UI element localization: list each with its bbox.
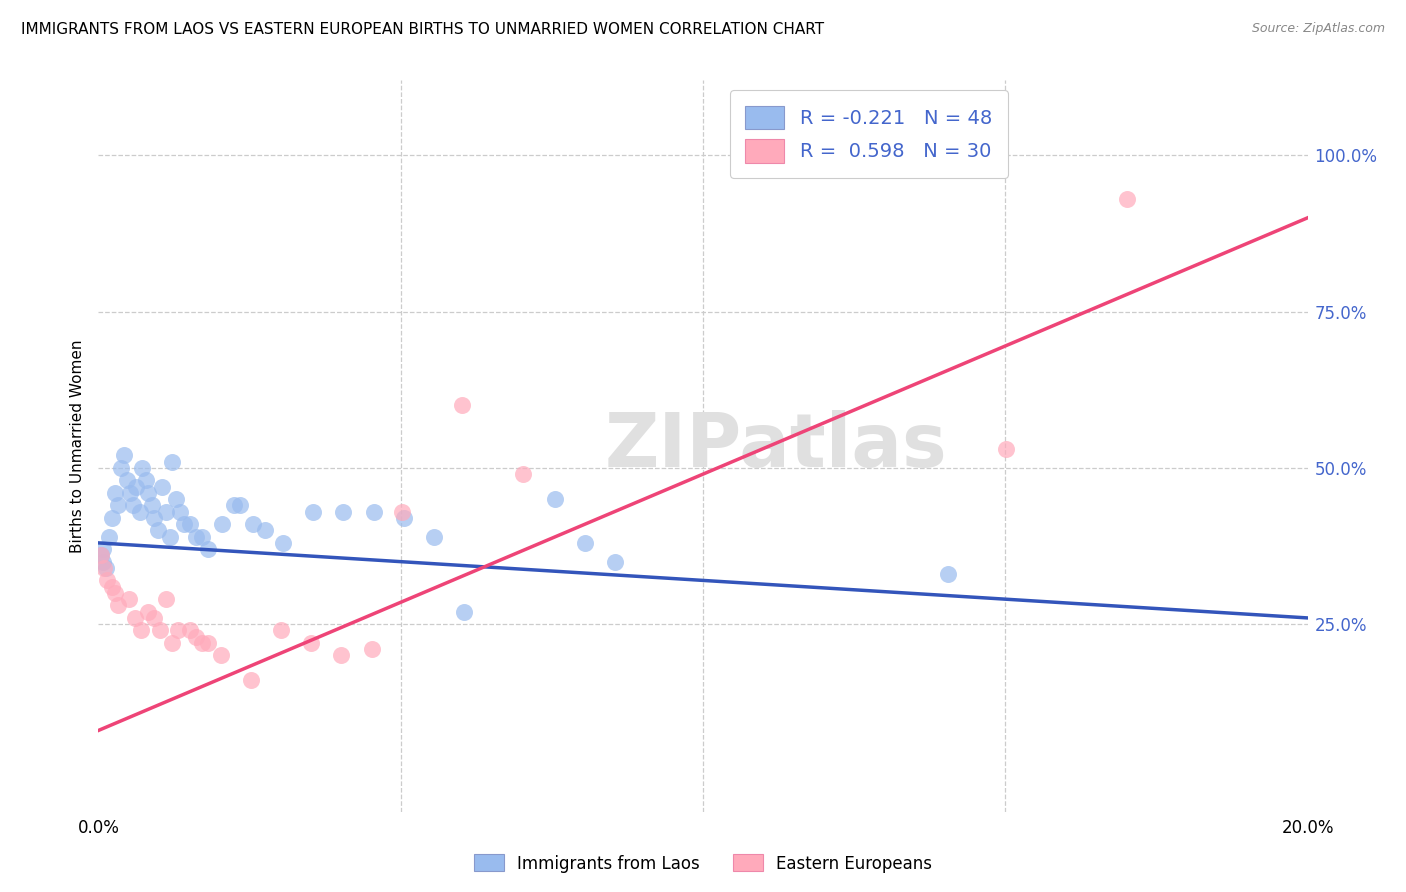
Point <box>91 555 114 569</box>
Point <box>360 642 382 657</box>
Point <box>179 624 201 638</box>
Point <box>239 673 262 688</box>
Point <box>93 561 115 575</box>
Point <box>131 461 153 475</box>
Point <box>1116 192 1139 206</box>
Point <box>146 524 169 538</box>
Point <box>143 611 166 625</box>
Point <box>191 530 214 544</box>
Point <box>110 461 132 475</box>
Point <box>544 492 567 507</box>
Point <box>392 511 415 525</box>
Point <box>91 542 114 557</box>
Point <box>100 580 122 594</box>
Point <box>107 499 129 513</box>
Point <box>330 648 353 663</box>
Point <box>995 442 1018 457</box>
Point <box>155 592 177 607</box>
Point <box>224 499 246 513</box>
Point <box>90 549 112 563</box>
Point <box>112 449 135 463</box>
Point <box>173 517 195 532</box>
Point <box>453 605 475 619</box>
Point <box>118 592 141 607</box>
Point <box>141 499 163 513</box>
Point <box>149 624 172 638</box>
Point <box>96 574 118 588</box>
Point <box>136 486 159 500</box>
Text: ZIPatlas: ZIPatlas <box>605 409 946 483</box>
Point <box>169 505 191 519</box>
Point <box>186 630 208 644</box>
Point <box>128 505 150 519</box>
Point <box>197 636 219 650</box>
Point <box>107 599 129 613</box>
Point <box>270 624 292 638</box>
Point <box>94 561 117 575</box>
Point <box>512 467 534 482</box>
Y-axis label: Births to Unmarried Women: Births to Unmarried Women <box>69 339 84 553</box>
Point <box>936 567 959 582</box>
Point <box>150 480 173 494</box>
Point <box>129 624 152 638</box>
Point <box>574 536 596 550</box>
Point <box>253 524 276 538</box>
Point <box>242 517 264 532</box>
Point <box>423 530 446 544</box>
Point <box>155 505 177 519</box>
Point <box>451 398 474 412</box>
Point <box>160 455 183 469</box>
Point <box>191 636 214 650</box>
Point <box>118 486 141 500</box>
Point <box>143 511 166 525</box>
Point <box>302 505 325 519</box>
Point <box>160 636 183 650</box>
Point <box>186 530 208 544</box>
Point <box>90 549 112 563</box>
Point <box>159 530 181 544</box>
Legend: R = -0.221   N = 48, R =  0.598   N = 30: R = -0.221 N = 48, R = 0.598 N = 30 <box>730 90 1008 178</box>
Point <box>209 648 232 663</box>
Point <box>165 492 187 507</box>
Point <box>122 499 145 513</box>
Point <box>211 517 233 532</box>
Point <box>125 480 148 494</box>
Point <box>332 505 354 519</box>
Point <box>100 511 122 525</box>
Point <box>271 536 294 550</box>
Point <box>391 505 413 519</box>
Point <box>98 530 121 544</box>
Point <box>229 499 252 513</box>
Point <box>179 517 201 532</box>
Point <box>136 605 159 619</box>
Text: Source: ZipAtlas.com: Source: ZipAtlas.com <box>1251 22 1385 36</box>
Point <box>104 486 127 500</box>
Text: IMMIGRANTS FROM LAOS VS EASTERN EUROPEAN BIRTHS TO UNMARRIED WOMEN CORRELATION C: IMMIGRANTS FROM LAOS VS EASTERN EUROPEAN… <box>21 22 824 37</box>
Legend: Immigrants from Laos, Eastern Europeans: Immigrants from Laos, Eastern Europeans <box>467 847 939 880</box>
Point <box>363 505 385 519</box>
Point <box>135 474 157 488</box>
Point <box>117 474 139 488</box>
Point <box>104 586 127 600</box>
Point <box>124 611 146 625</box>
Point <box>605 555 627 569</box>
Point <box>197 542 219 557</box>
Point <box>299 636 322 650</box>
Point <box>167 624 190 638</box>
